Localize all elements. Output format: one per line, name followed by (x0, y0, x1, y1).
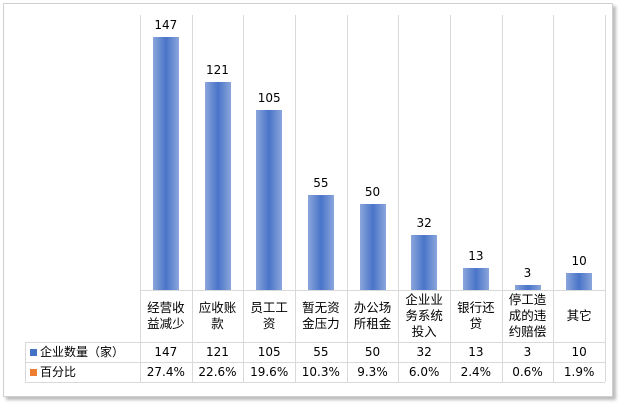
table-cell: 27.4% (146, 365, 185, 379)
category-label: 应收账款 (198, 300, 237, 331)
data-label: 147 (154, 18, 178, 33)
table-cell: 9.3% (357, 365, 388, 379)
table-cell: 0.6% (512, 365, 543, 379)
table-cell: 1.9% (563, 365, 595, 379)
data-label: 50 (364, 185, 381, 200)
table-line (140, 15, 141, 382)
table-line (450, 15, 451, 382)
bar (566, 272, 593, 290)
table-cell: 55 (313, 345, 329, 359)
legend-label: 百分比 (40, 365, 77, 379)
category-label: 员工工资 (250, 300, 288, 331)
table-line (398, 15, 400, 382)
data-label: 105 (257, 90, 281, 105)
bar (204, 82, 231, 290)
legend-label: 企业数量（家） (40, 345, 125, 359)
data-label: 10 (571, 253, 587, 268)
bar (307, 195, 334, 290)
table-line (295, 15, 296, 382)
legend-key (30, 369, 37, 376)
table-line (501, 15, 503, 382)
table-cell: 19.6% (250, 365, 289, 379)
table-line (605, 15, 606, 382)
category-label: 银行还贷 (457, 300, 495, 331)
table-line (553, 15, 555, 382)
category-label: 办公场所租金 (353, 300, 392, 331)
bar (462, 267, 489, 290)
table-cell: 6.0% (408, 365, 440, 379)
data-label: 3 (523, 265, 532, 280)
table-cell: 121 (206, 345, 229, 359)
data-label: 13 (468, 248, 484, 263)
category-label: 企业业务系统投入 (405, 292, 443, 339)
table-cell: 105 (257, 345, 281, 359)
table-cell: 3 (523, 345, 532, 359)
category-label: 暂无资金压力 (302, 300, 340, 331)
category-label: 停工造成的违约赔偿 (508, 292, 547, 339)
data-label: 55 (313, 176, 329, 191)
category-label: 经营收益减少 (147, 300, 185, 331)
table-cell: 13 (468, 345, 484, 359)
bar (411, 235, 438, 290)
bar (514, 284, 541, 290)
table-cell: 2.4% (460, 365, 492, 379)
table-line (25, 382, 605, 383)
bar (152, 37, 179, 290)
table-line (25, 362, 605, 363)
data-label: 121 (206, 63, 229, 78)
data-label: 32 (416, 216, 432, 230)
table-cell: 32 (416, 345, 432, 359)
table-cell: 147 (154, 345, 178, 359)
bar (256, 109, 283, 290)
table-cell: 22.6% (198, 365, 237, 379)
category-label: 其它 (566, 308, 592, 323)
legend-key (30, 349, 37, 356)
table-line (25, 342, 605, 343)
table-cell: 50 (364, 345, 381, 359)
bar (359, 204, 386, 290)
table-line (346, 15, 348, 382)
table-line (191, 15, 193, 382)
table-cell: 10 (571, 345, 587, 359)
table-line (243, 15, 245, 382)
table-cell: 10.3% (301, 365, 340, 379)
table-line (140, 290, 605, 291)
